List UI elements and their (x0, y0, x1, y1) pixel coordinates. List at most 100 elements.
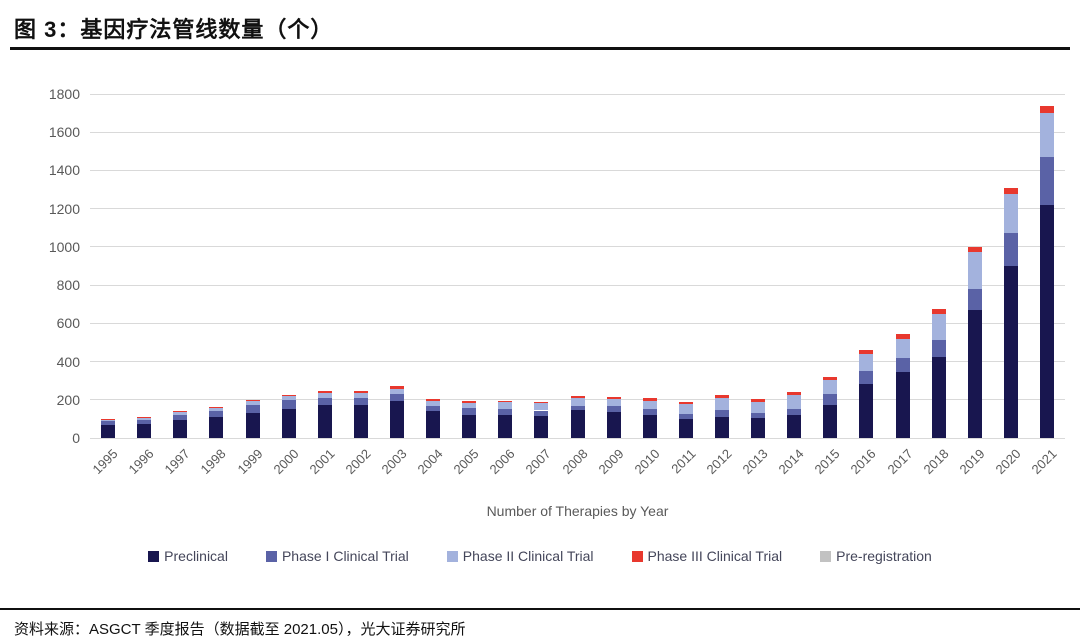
x-tick-label-1997: 1997 (161, 446, 193, 478)
bar-segment-2015-phase-i-clinical-trial (823, 393, 838, 405)
bar-segment-2013-phase-iii-clinical-trial (751, 398, 766, 402)
legend-swatch-icon (265, 550, 277, 562)
bar-2006 (498, 400, 513, 438)
gridline-1800 (90, 93, 1065, 95)
bar-segment-2014-preclinical (787, 414, 802, 438)
bar-segment-2007-phase-ii-clinical-trial (534, 403, 549, 411)
bar-segment-1996-preclinical (137, 424, 152, 438)
x-tick-label-2005: 2005 (450, 446, 482, 478)
x-tick-label-2016: 2016 (847, 446, 879, 478)
bar-segment-2004-preclinical (426, 411, 441, 438)
bar-segment-2021-phase-i-clinical-trial (1039, 156, 1054, 205)
bar-segment-2015-phase-iii-clinical-trial (823, 376, 838, 381)
bar-segment-1997-phase-i-clinical-trial (173, 415, 188, 420)
bar-segment-2018-preclinical (931, 356, 946, 438)
y-tick-label-0: 0 (72, 430, 80, 446)
bar-segment-2015-phase-ii-clinical-trial (823, 380, 838, 394)
bar-segment-1996-phase-i-clinical-trial (137, 420, 152, 425)
bar-segment-2012-phase-iii-clinical-trial (714, 395, 729, 398)
bar-segment-2006-preclinical (498, 415, 513, 438)
bar-segment-2003-phase-iii-clinical-trial (389, 386, 404, 389)
bar-segment-2009-phase-i-clinical-trial (606, 406, 621, 413)
bar-segment-2016-phase-ii-clinical-trial (859, 353, 874, 371)
bar-2004 (426, 398, 441, 438)
gridline-0 (90, 437, 1065, 439)
bar-2016 (859, 350, 874, 438)
bar-segment-2013-phase-i-clinical-trial (751, 412, 766, 419)
bar-2012 (714, 395, 729, 438)
bar-segment-2008-phase-i-clinical-trial (570, 405, 585, 411)
bar-segment-2017-phase-iii-clinical-trial (895, 334, 910, 339)
bar-segment-2016-preclinical (859, 384, 874, 438)
stacked-bar-chart-plot-area (90, 93, 1065, 439)
bar-segment-2005-phase-ii-clinical-trial (462, 403, 477, 409)
y-tick-label-800: 800 (56, 277, 80, 294)
bar-segment-1999-phase-i-clinical-trial (245, 404, 260, 413)
figure-title: 图 3：基因疗法管线数量（个） (14, 17, 334, 42)
legend-label: Phase II Clinical Trial (462, 548, 594, 564)
bar-segment-2021-preclinical (1039, 204, 1054, 438)
x-tick-label-1999: 1999 (234, 446, 266, 478)
bar-segment-1998-preclinical (209, 416, 224, 438)
x-tick-label-1995: 1995 (89, 446, 121, 478)
bar-segment-2015-preclinical (823, 404, 838, 438)
bar-segment-2012-phase-i-clinical-trial (714, 409, 729, 418)
x-tick-label-2001: 2001 (306, 446, 338, 478)
bar-segment-2010-phase-ii-clinical-trial (642, 400, 657, 410)
bar-segment-2002-preclinical (353, 404, 368, 438)
bar-1995 (101, 418, 116, 438)
bar-segment-2004-phase-ii-clinical-trial (426, 400, 441, 406)
gridline-400 (90, 361, 1065, 363)
bar-segment-1995-phase-ii-clinical-trial (101, 419, 116, 422)
bar-segment-2001-phase-iii-clinical-trial (317, 391, 332, 393)
legend-label: Pre-registration (836, 548, 932, 564)
bar-segment-2020-phase-iii-clinical-trial (1003, 187, 1018, 195)
bar-segment-2017-phase-ii-clinical-trial (895, 338, 910, 358)
bar-segment-2003-phase-i-clinical-trial (389, 393, 404, 401)
legend-label: Phase I Clinical Trial (281, 548, 409, 564)
bar-segment-2012-preclinical (714, 417, 729, 438)
x-tick-label-2000: 2000 (270, 446, 302, 478)
bar-segment-1999-phase-iii-clinical-trial (245, 400, 260, 402)
x-tick-label-2004: 2004 (414, 446, 446, 478)
y-tick-label-1200: 1200 (48, 200, 80, 217)
bar-2001 (317, 391, 332, 438)
gridline-800 (90, 284, 1065, 286)
bar-segment-2009-preclinical (606, 412, 621, 438)
bar-segment-2003-phase-ii-clinical-trial (389, 388, 404, 394)
bar-segment-2021-phase-ii-clinical-trial (1039, 113, 1054, 157)
bar-segment-2000-phase-ii-clinical-trial (281, 395, 296, 400)
bar-segment-2008-phase-ii-clinical-trial (570, 397, 585, 406)
bar-segment-2001-phase-ii-clinical-trial (317, 392, 332, 399)
x-tick-label-2014: 2014 (775, 446, 807, 478)
bar-segment-2005-preclinical (462, 414, 477, 438)
bar-segment-1998-phase-iii-clinical-trial (209, 407, 224, 409)
legend-item-preclinical: Preclinical (148, 548, 228, 564)
bar-2000 (281, 395, 296, 438)
x-tick-label-2018: 2018 (920, 446, 952, 478)
bar-segment-2021-phase-iii-clinical-trial (1039, 106, 1054, 114)
bar-segment-2007-phase-i-clinical-trial (534, 410, 549, 417)
x-tick-label-2010: 2010 (631, 446, 663, 478)
y-tick-label-200: 200 (56, 391, 80, 408)
bar-segment-2011-phase-i-clinical-trial (678, 413, 693, 419)
legend-item-phase-i-clinical-trial: Phase I Clinical Trial (265, 548, 409, 564)
legend-label: Preclinical (164, 548, 228, 564)
bar-2021 (1039, 106, 1054, 438)
bar-segment-2017-phase-i-clinical-trial (895, 357, 910, 373)
bar-segment-2014-phase-iii-clinical-trial (787, 392, 802, 396)
bar-segment-2007-preclinical (534, 416, 549, 438)
bar-segment-2011-phase-ii-clinical-trial (678, 404, 693, 414)
bar-2011 (678, 401, 693, 438)
bar-segment-2009-phase-ii-clinical-trial (606, 398, 621, 407)
data-source-note: 资料来源：ASGCT 季度报告（数据截至 2021.05），光大证券研究所 (14, 621, 466, 638)
bar-2019 (967, 247, 982, 438)
x-tick-label-2007: 2007 (522, 446, 554, 478)
x-tick-label-2021: 2021 (1028, 446, 1060, 478)
bar-segment-1995-phase-iii-clinical-trial (101, 418, 116, 420)
bar-segment-2013-phase-ii-clinical-trial (751, 401, 766, 413)
bar-2020 (1003, 187, 1018, 438)
bar-2010 (642, 398, 657, 438)
bar-1996 (137, 416, 152, 438)
bar-segment-2019-preclinical (967, 309, 982, 438)
